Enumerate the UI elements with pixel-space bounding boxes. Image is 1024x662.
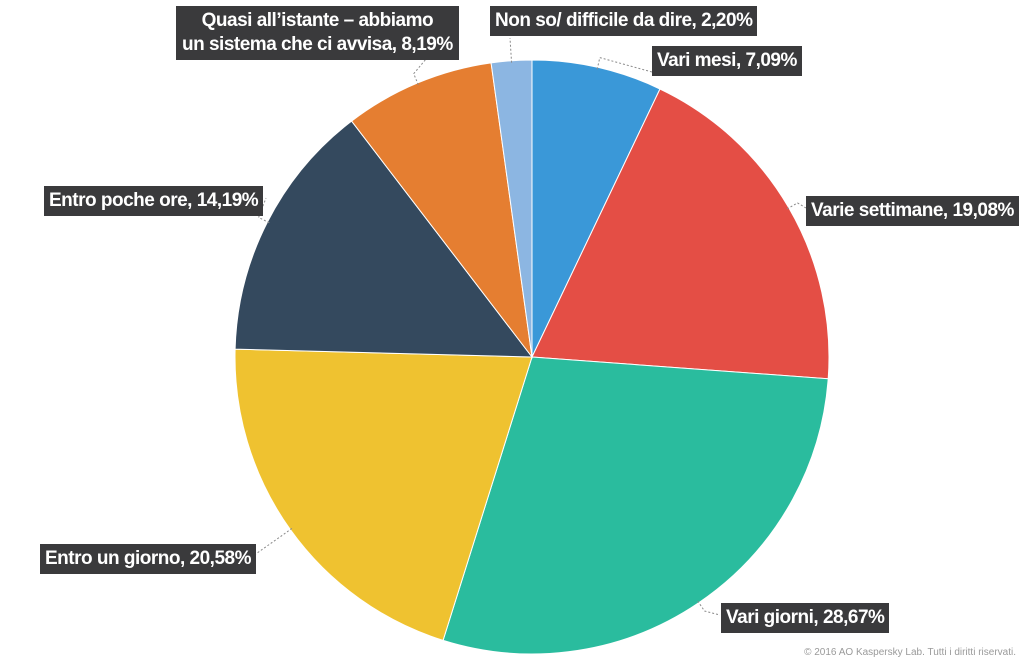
copyright-notice: © 2016 AO Kaspersky Lab. Tutti i diritti… — [804, 647, 1016, 658]
slice-label-quasi-all-istante: Quasi all’istante – abbiamo un sistema c… — [176, 6, 459, 60]
slice-label-entro-un-giorno: Entro un giorno, 20,58% — [40, 544, 256, 574]
slice-label-vari-giorni: Vari giorni, 28,67% — [721, 603, 890, 633]
pie-slice-vari-mesi — [531, 59, 661, 358]
leader-line — [596, 56, 653, 73]
pie-slice-vari-giorni — [442, 356, 829, 655]
slice-label-line-2: un sistema che ci avvisa, 8,19% — [182, 34, 453, 55]
slice-label-vari-mesi: Vari mesi, 7,09% — [652, 46, 802, 76]
slice-label-entro-poche-ore: Entro poche ore, 14,19% — [44, 186, 264, 216]
slice-label-line-1: Quasi all’istante – abbiamo — [201, 10, 434, 31]
slice-label-varie-settimane: Varie settimane, 19,08% — [806, 196, 1019, 226]
leader-line — [509, 37, 513, 63]
slice-label-non-so: Non so/ difficile da dire, 2,20% — [490, 6, 758, 36]
pie-slices — [234, 59, 830, 655]
leader-line — [257, 197, 270, 224]
leader-line — [249, 527, 293, 559]
leader-line — [786, 202, 807, 210]
leader-line — [697, 600, 721, 616]
